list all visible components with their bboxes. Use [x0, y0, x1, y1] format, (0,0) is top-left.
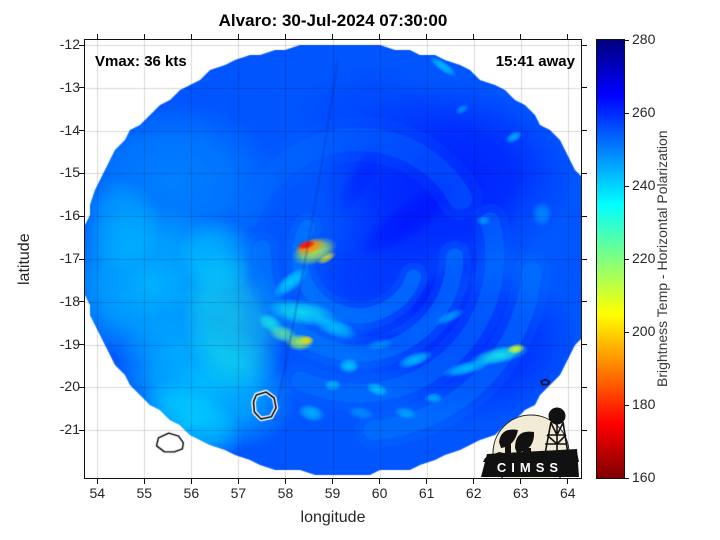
- logo-dish-left-icon: [499, 429, 518, 448]
- x-tick-label: 59: [324, 485, 341, 501]
- y-tick-mark: [79, 44, 84, 46]
- y-tick-mark: [79, 386, 84, 388]
- x-tick-mark: [237, 479, 239, 484]
- colorbar-tick-mark: [625, 112, 629, 114]
- y-tick-mark: [582, 87, 587, 89]
- y-tick-mark: [582, 386, 587, 388]
- y-tick-label: -18: [59, 292, 80, 309]
- colorbar-tick-label: 180: [632, 396, 656, 412]
- annotation-time-away: 15:41 away: [495, 53, 575, 70]
- colorbar-tick-mark: [625, 404, 629, 406]
- logo-dish-left-stand: [505, 444, 511, 457]
- y-tick-label: -13: [59, 78, 80, 95]
- colorbar-tick-mark: [625, 39, 629, 41]
- x-tick-mark: [520, 479, 522, 484]
- y-axis-label: latitude: [16, 233, 33, 285]
- x-tick-mark: [190, 479, 192, 484]
- y-tick-mark: [79, 172, 84, 174]
- swath-heatmap-canvas: [85, 40, 581, 478]
- y-tick-mark: [79, 301, 84, 303]
- y-tick-mark: [582, 130, 587, 132]
- y-tick-mark: [79, 130, 84, 132]
- x-tick-mark: [96, 479, 98, 484]
- x-tick-label: 55: [136, 485, 153, 501]
- x-tick-label: 64: [560, 485, 576, 501]
- y-tick-label: -21: [59, 421, 80, 438]
- colorbar-tick-label: 280: [632, 31, 656, 47]
- colorbar-tick-label: 260: [632, 104, 656, 120]
- x-tick-mark: [379, 479, 381, 484]
- colorbar-tick-mark: [625, 185, 629, 187]
- y-tick-mark: [582, 44, 587, 46]
- colorbar-tick-mark: [625, 477, 629, 479]
- x-tick-mark: [332, 479, 334, 484]
- y-tick-mark: [582, 344, 587, 346]
- x-axis-label: longitude: [300, 509, 366, 526]
- y-tick-label: -20: [59, 378, 80, 395]
- x-tick-mark: [143, 34, 145, 39]
- x-tick-mark: [426, 34, 428, 39]
- logo-dish-right-icon: [515, 431, 535, 453]
- x-tick-mark: [473, 34, 475, 39]
- colorbar-tick-mark: [625, 331, 629, 333]
- x-tick-label: 58: [277, 485, 294, 501]
- y-tick-label: -15: [59, 164, 80, 181]
- x-tick-mark: [379, 34, 381, 39]
- x-tick-mark: [473, 479, 475, 484]
- logo-water-tower-lattice: [544, 421, 569, 455]
- x-tick-mark: [567, 479, 569, 484]
- cimss-logo: CIMSS: [481, 407, 579, 478]
- y-tick-mark: [582, 301, 587, 303]
- x-tick-mark: [284, 479, 286, 484]
- figure-title: Alvaro: 30-Jul-2024 07:30:00: [218, 11, 448, 30]
- colorbar: [596, 39, 625, 479]
- y-tick-mark: [79, 429, 84, 431]
- x-tick-mark: [96, 34, 98, 39]
- y-tick-mark: [582, 172, 587, 174]
- y-tick-label: -17: [59, 250, 80, 266]
- colorbar-tick-label: 200: [632, 323, 656, 339]
- y-tick-mark: [79, 87, 84, 89]
- y-tick-mark: [582, 258, 587, 260]
- plot-area: Vmax: 36 kts 15:41 away CIMSS: [84, 39, 582, 479]
- logo-water-tower-ball: [548, 407, 566, 425]
- y-tick-mark: [582, 429, 587, 431]
- logo-banner: [481, 449, 579, 477]
- x-tick-label: 54: [89, 485, 106, 501]
- y-tick-label: -14: [59, 121, 80, 138]
- y-tick-mark: [79, 215, 84, 217]
- x-tick-mark: [520, 34, 522, 39]
- y-tick-label: -12: [59, 36, 80, 53]
- colorbar-gradient: [597, 40, 624, 478]
- colorbar-tick-label: 160: [632, 469, 656, 485]
- y-tick-mark: [79, 344, 84, 346]
- y-tick-mark: [79, 258, 84, 260]
- x-tick-label: 62: [465, 485, 482, 501]
- x-tick-label: 60: [371, 485, 388, 501]
- x-tick-mark: [284, 34, 286, 39]
- x-tick-mark: [567, 34, 569, 39]
- x-tick-label: 61: [418, 485, 435, 501]
- x-tick-mark: [426, 479, 428, 484]
- y-tick-label: -19: [59, 335, 80, 352]
- x-tick-mark: [190, 34, 192, 39]
- annotation-vmax: Vmax: 36 kts: [95, 53, 187, 70]
- x-tick-mark: [237, 34, 239, 39]
- x-tick-label: 57: [230, 485, 247, 501]
- x-tick-label: 56: [183, 485, 200, 501]
- x-tick-mark: [143, 479, 145, 484]
- colorbar-tick-label: 220: [632, 250, 656, 266]
- y-tick-label: -16: [59, 207, 80, 224]
- logo-text: CIMSS: [497, 460, 563, 475]
- colorbar-tick-mark: [625, 258, 629, 260]
- x-tick-label: 63: [512, 485, 529, 501]
- x-tick-mark: [332, 34, 334, 39]
- y-tick-mark: [582, 215, 587, 217]
- colorbar-tick-label: 240: [632, 177, 656, 193]
